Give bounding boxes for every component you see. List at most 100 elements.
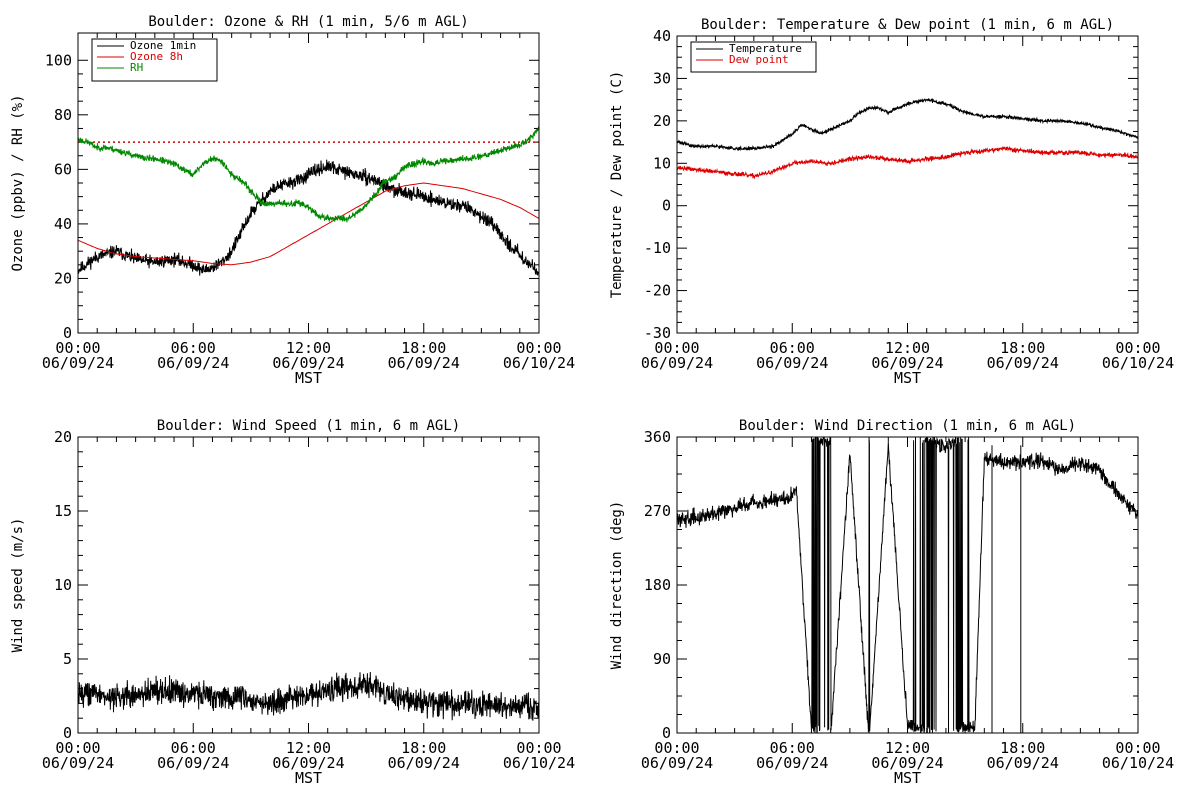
y-tick-label: -20 bbox=[644, 282, 671, 300]
panel-ozone-rh: Boulder: Ozone & RH (1 min, 5/6 m AGL) Oz… bbox=[10, 14, 575, 387]
series-group bbox=[677, 437, 1138, 733]
x-tick-time: 12:00 bbox=[286, 339, 331, 357]
x-tick-date: 06/10/24 bbox=[503, 354, 575, 372]
x-tick-date: 06/09/24 bbox=[641, 354, 713, 372]
plot-frame bbox=[77, 436, 540, 734]
x-tick-date: 06/09/24 bbox=[42, 354, 114, 372]
legend-label: Dew point bbox=[729, 53, 789, 66]
x-tick-date: 06/10/24 bbox=[1102, 354, 1174, 372]
panel-temperature-dewpoint: Boulder: Temperature & Dew point (1 min,… bbox=[609, 17, 1174, 387]
x-tick-date: 06/10/24 bbox=[1102, 754, 1174, 772]
legend-label: Temperature bbox=[729, 42, 802, 55]
series-line-ozone-1min bbox=[78, 159, 539, 276]
y-tick-label: 90 bbox=[653, 650, 671, 668]
x-tick-date: 06/10/24 bbox=[503, 754, 575, 772]
y-tick-label: 10 bbox=[54, 576, 72, 594]
x-tick-date: 06/09/24 bbox=[388, 754, 460, 772]
y-tick-label: 20 bbox=[54, 428, 72, 446]
x-axis-label: MST bbox=[295, 769, 322, 787]
panel-wind-speed: Boulder: Wind Speed (1 min, 6 m AGL) Wind… bbox=[10, 418, 575, 787]
y-tick-label: 20 bbox=[54, 269, 72, 287]
x-axis-label: MST bbox=[894, 369, 921, 387]
chart-title: Boulder: Temperature & Dew point (1 min,… bbox=[701, 17, 1114, 33]
y-tick-label: 0 bbox=[63, 724, 72, 742]
series-line-dew-point bbox=[677, 145, 1138, 180]
x-tick-time: 12:00 bbox=[286, 739, 331, 757]
x-axis-label: MST bbox=[894, 769, 921, 787]
chart-title: Boulder: Wind Direction (1 min, 6 m AGL) bbox=[739, 418, 1076, 434]
y-tick-label: 60 bbox=[54, 160, 72, 178]
y-tick-label: 270 bbox=[644, 502, 671, 520]
x-axis-label: MST bbox=[295, 369, 322, 387]
x-tick-date: 06/09/24 bbox=[756, 354, 828, 372]
y-tick-label: 20 bbox=[653, 112, 671, 130]
x-tick-time: 18:00 bbox=[401, 339, 446, 357]
series-group bbox=[78, 671, 539, 721]
x-tick-time: 06:00 bbox=[770, 339, 815, 357]
series-group bbox=[78, 125, 539, 276]
series-line-main bbox=[677, 437, 1138, 733]
x-tick-date: 06/09/24 bbox=[388, 354, 460, 372]
chart-title: Boulder: Wind Speed (1 min, 6 m AGL) bbox=[157, 418, 460, 434]
y-tick-label: 30 bbox=[653, 69, 671, 87]
y-axis-label: Wind direction (deg) bbox=[609, 501, 625, 670]
x-tick-time: 18:00 bbox=[1000, 339, 1045, 357]
y-tick-label: 0 bbox=[662, 724, 671, 742]
y-tick-label: -30 bbox=[644, 324, 671, 342]
x-tick-time: 00:00 bbox=[55, 339, 100, 357]
x-tick-time: 06:00 bbox=[770, 739, 815, 757]
chart-title: Boulder: Ozone & RH (1 min, 5/6 m AGL) bbox=[148, 14, 468, 30]
series-line-temperature bbox=[677, 97, 1138, 152]
y-tick-label: 15 bbox=[54, 502, 72, 520]
y-tick-label: 0 bbox=[63, 324, 72, 342]
series-line-main bbox=[78, 671, 539, 721]
legend-label: Ozone 1min bbox=[130, 39, 196, 52]
x-tick-time: 00:00 bbox=[1115, 339, 1160, 357]
x-tick-time: 12:00 bbox=[885, 339, 930, 357]
y-axis-label: Temperature / Dew point (C) bbox=[609, 71, 625, 299]
x-tick-time: 12:00 bbox=[885, 739, 930, 757]
x-tick-time: 06:00 bbox=[171, 739, 216, 757]
x-tick-date: 06/09/24 bbox=[272, 754, 344, 772]
legend-label: RH bbox=[130, 61, 143, 74]
y-tick-label: 40 bbox=[54, 215, 72, 233]
y-tick-label: 80 bbox=[54, 106, 72, 124]
x-tick-time: 00:00 bbox=[654, 339, 699, 357]
x-tick-date: 06/09/24 bbox=[157, 754, 229, 772]
x-tick-date: 06/09/24 bbox=[272, 354, 344, 372]
x-tick-time: 00:00 bbox=[55, 739, 100, 757]
legend-label: Ozone 8h bbox=[130, 50, 183, 63]
y-tick-label: 100 bbox=[45, 51, 72, 69]
series-line-rh bbox=[78, 125, 539, 223]
plot-frame bbox=[676, 436, 1139, 734]
y-tick-label: 10 bbox=[653, 154, 671, 172]
y-axis-label: Ozone (ppbv) / RH (%) bbox=[10, 94, 26, 271]
y-tick-label: 5 bbox=[63, 650, 72, 668]
y-tick-label: 40 bbox=[653, 27, 671, 45]
x-tick-time: 18:00 bbox=[1000, 739, 1045, 757]
x-tick-date: 06/09/24 bbox=[987, 754, 1059, 772]
y-tick-label: 360 bbox=[644, 428, 671, 446]
x-tick-time: 00:00 bbox=[516, 739, 561, 757]
y-axis-label: Wind speed (m/s) bbox=[10, 518, 26, 653]
y-tick-label: -10 bbox=[644, 239, 671, 257]
x-tick-date: 06/09/24 bbox=[157, 354, 229, 372]
series-line-ozone-8h bbox=[78, 182, 539, 266]
x-tick-date: 06/09/24 bbox=[871, 354, 943, 372]
plot-frame bbox=[676, 35, 1139, 334]
x-tick-date: 06/09/24 bbox=[42, 754, 114, 772]
y-tick-label: 0 bbox=[662, 197, 671, 215]
x-tick-date: 06/09/24 bbox=[987, 354, 1059, 372]
x-tick-date: 06/09/24 bbox=[756, 754, 828, 772]
x-tick-date: 06/09/24 bbox=[871, 754, 943, 772]
x-tick-time: 00:00 bbox=[516, 339, 561, 357]
y-tick-label: 180 bbox=[644, 576, 671, 594]
x-tick-date: 06/09/24 bbox=[641, 754, 713, 772]
panel-wind-direction: Boulder: Wind Direction (1 min, 6 m AGL)… bbox=[609, 418, 1174, 787]
plot-frame bbox=[77, 32, 540, 334]
x-tick-time: 00:00 bbox=[1115, 739, 1160, 757]
x-tick-time: 06:00 bbox=[171, 339, 216, 357]
x-tick-time: 00:00 bbox=[654, 739, 699, 757]
legend-box bbox=[690, 41, 817, 73]
